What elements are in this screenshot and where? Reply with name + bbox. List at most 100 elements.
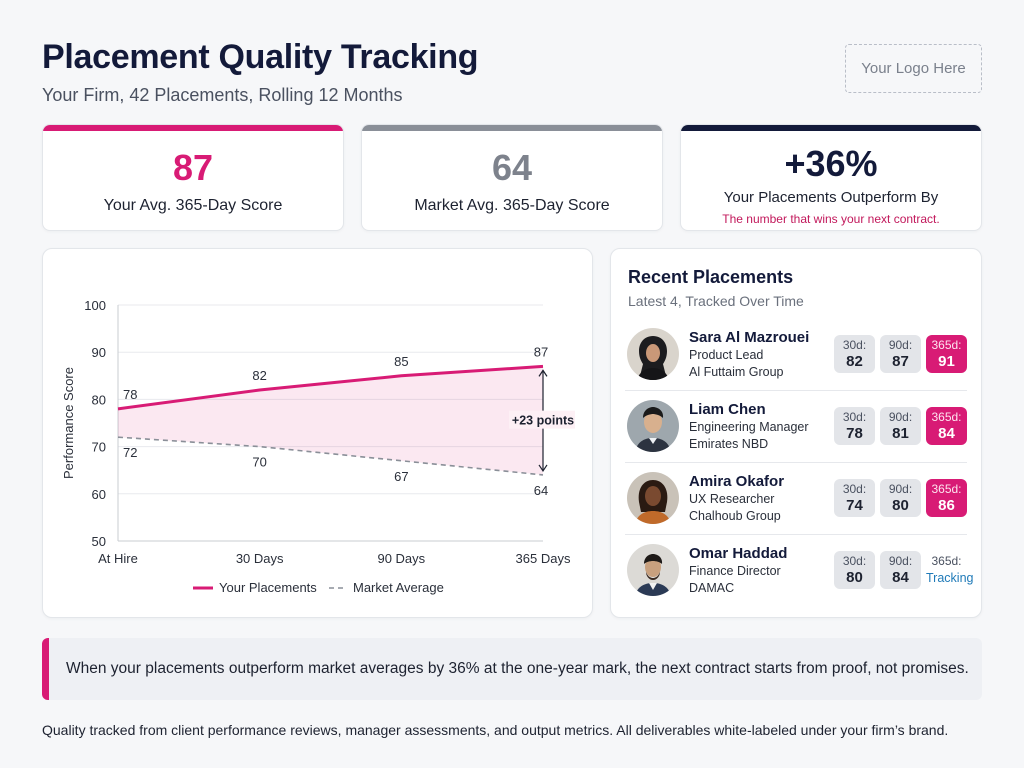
placement-name: Sara Al Mazrouei [689, 329, 810, 346]
avatar [627, 544, 679, 596]
placement-company: Al Futtaim Group [689, 365, 784, 379]
pill-label: 30d: [842, 554, 867, 568]
placement-role: UX Researcher [689, 492, 775, 506]
performance-chart-card: 50 60 70 80 90 100 At Hire 30 Days 90 Days 365 Da… [42, 248, 593, 618]
pill-label: 90d: [888, 410, 913, 424]
score-pill-90d: 90d: 80 [880, 479, 921, 517]
pill-value: 81 [892, 425, 909, 442]
score-pill-365d: 365d: Tracking [926, 551, 974, 589]
score-pill-30d: 30d: 78 [834, 407, 875, 445]
placement-name: Omar Haddad [689, 545, 788, 562]
pill-value: 80 [846, 569, 863, 586]
page-header: Placement Quality Tracking Your Firm, 42… [42, 38, 479, 106]
placement-role: Product Lead [689, 348, 764, 362]
performance-chart: 50 60 70 80 90 100 At Hire 30 Days 90 Days 365 Da… [61, 298, 575, 595]
placement-name: Amira Okafor [689, 473, 785, 490]
kpi-value: 87 [172, 147, 214, 188]
market-average-line [117, 436, 544, 476]
market-average-data-label: 72 [123, 445, 137, 460]
avatar [627, 400, 679, 452]
market-average-data-label: 70 [252, 455, 266, 470]
pill-value: 78 [846, 425, 863, 442]
y-tick-label: 100 [84, 298, 106, 313]
x-tick-label: 30 Days [236, 551, 284, 566]
page-subtitle: Your Firm, 42 Placements, Rolling 12 Mon… [42, 85, 403, 105]
placement-role: Finance Director [689, 564, 781, 578]
score-pill-365d: 365d: 86 [926, 479, 967, 517]
kpi-accent-bar [43, 125, 343, 131]
pill-label: 365d: [931, 482, 962, 496]
gap-arrow-head-top [538, 369, 548, 377]
y-tick-label: 70 [92, 440, 106, 455]
pill-label: 90d: [888, 338, 913, 352]
gap-shaded-area [118, 366, 543, 475]
score-pill-90d: 90d: 84 [880, 551, 921, 589]
gap-annotation-bg [509, 410, 575, 429]
placement-company: Emirates NBD [689, 437, 769, 451]
avatar [627, 472, 679, 524]
score-pill-365d: 365d: 91 [926, 335, 967, 373]
pill-label: 30d: [842, 482, 867, 496]
kpi-card-your-score: 87 Your Avg. 365-Day Score [42, 124, 344, 231]
pill-value: Tracking [926, 571, 974, 585]
x-tick-label: 365 Days [516, 551, 571, 566]
score-pill-30d: 30d: 82 [834, 335, 875, 373]
placement-company: Chalhoub Group [689, 509, 781, 523]
kpi-note: The number that wins your next contract. [722, 212, 940, 226]
pill-value: 84 [938, 425, 955, 442]
legend-label-your-placements: Your Placements [219, 580, 317, 595]
y-tick-label: 80 [92, 392, 106, 407]
pill-value: 91 [938, 353, 955, 370]
pill-label: 365d: [931, 554, 962, 568]
pill-value: 82 [846, 353, 863, 370]
gap-annotation-label: +23 points [512, 414, 574, 428]
pill-label: 365d: [931, 338, 962, 352]
pill-value: 84 [892, 569, 909, 586]
gap-arrow-head-bottom [538, 464, 548, 473]
footer-note: Quality tracked from client performance … [42, 722, 949, 738]
logo-placeholder: Your Logo Here [845, 44, 982, 93]
your-placements-data-label: 85 [394, 354, 408, 369]
kpi-card-outperform: +36% Your Placements Outperform By The n… [680, 124, 982, 231]
your-placements-data-label: 82 [252, 368, 266, 383]
placement-row[interactable]: Sara Al Mazrouei Product Lead Al Futtaim… [625, 321, 967, 391]
y-axis-label: Performance Score [61, 367, 76, 479]
kpi-value: +36% [784, 143, 878, 184]
legend-label-market-average: Market Average [353, 580, 444, 595]
placement-row[interactable]: Liam Chen Engineering Manager Emirates N… [625, 393, 967, 463]
placement-role: Engineering Manager [689, 420, 809, 434]
pill-label: 90d: [888, 554, 913, 568]
score-pill-30d: 30d: 80 [834, 551, 875, 589]
callout-text: When your placements outperform market a… [66, 660, 969, 677]
pill-label: 365d: [931, 410, 962, 424]
kpi-accent-bar [362, 125, 662, 131]
pill-value: 80 [892, 497, 909, 514]
kpi-label: Your Avg. 365-Day Score [103, 197, 283, 214]
callout-banner: When your placements outperform market a… [42, 638, 982, 700]
pill-value: 74 [846, 497, 863, 514]
pill-label: 30d: [842, 410, 867, 424]
page-title: Placement Quality Tracking [42, 38, 479, 76]
y-tick-label: 50 [92, 534, 106, 549]
recent-placements-subtitle: Latest 4, Tracked Over Time [628, 293, 804, 309]
score-pill-90d: 90d: 87 [880, 335, 921, 373]
avatar [627, 328, 679, 380]
pill-value: 86 [938, 497, 955, 514]
callout-accent-bar [42, 638, 49, 700]
x-tick-label: At Hire [98, 551, 138, 566]
placement-row[interactable]: Omar Haddad Finance Director DAMAC 30d: 8… [625, 537, 974, 607]
pill-label: 30d: [842, 338, 867, 352]
kpi-accent-bar [681, 125, 981, 131]
your-placements-line [117, 364, 544, 411]
y-tick-label: 60 [92, 487, 106, 502]
placement-company: DAMAC [689, 581, 735, 595]
your-placements-data-label: 78 [123, 387, 137, 402]
x-tick-label: 90 Days [377, 551, 425, 566]
kpi-label: Market Avg. 365-Day Score [414, 197, 610, 214]
score-pill-365d: 365d: 84 [926, 407, 967, 445]
y-tick-label: 90 [92, 345, 106, 360]
your-placements-data-label: 87 [534, 344, 548, 359]
placement-row[interactable]: Amira Okafor UX Researcher Chalhoub Grou… [625, 465, 967, 535]
kpi-label: Your Placements Outperform By [723, 189, 939, 206]
score-pill-30d: 30d: 74 [834, 479, 875, 517]
